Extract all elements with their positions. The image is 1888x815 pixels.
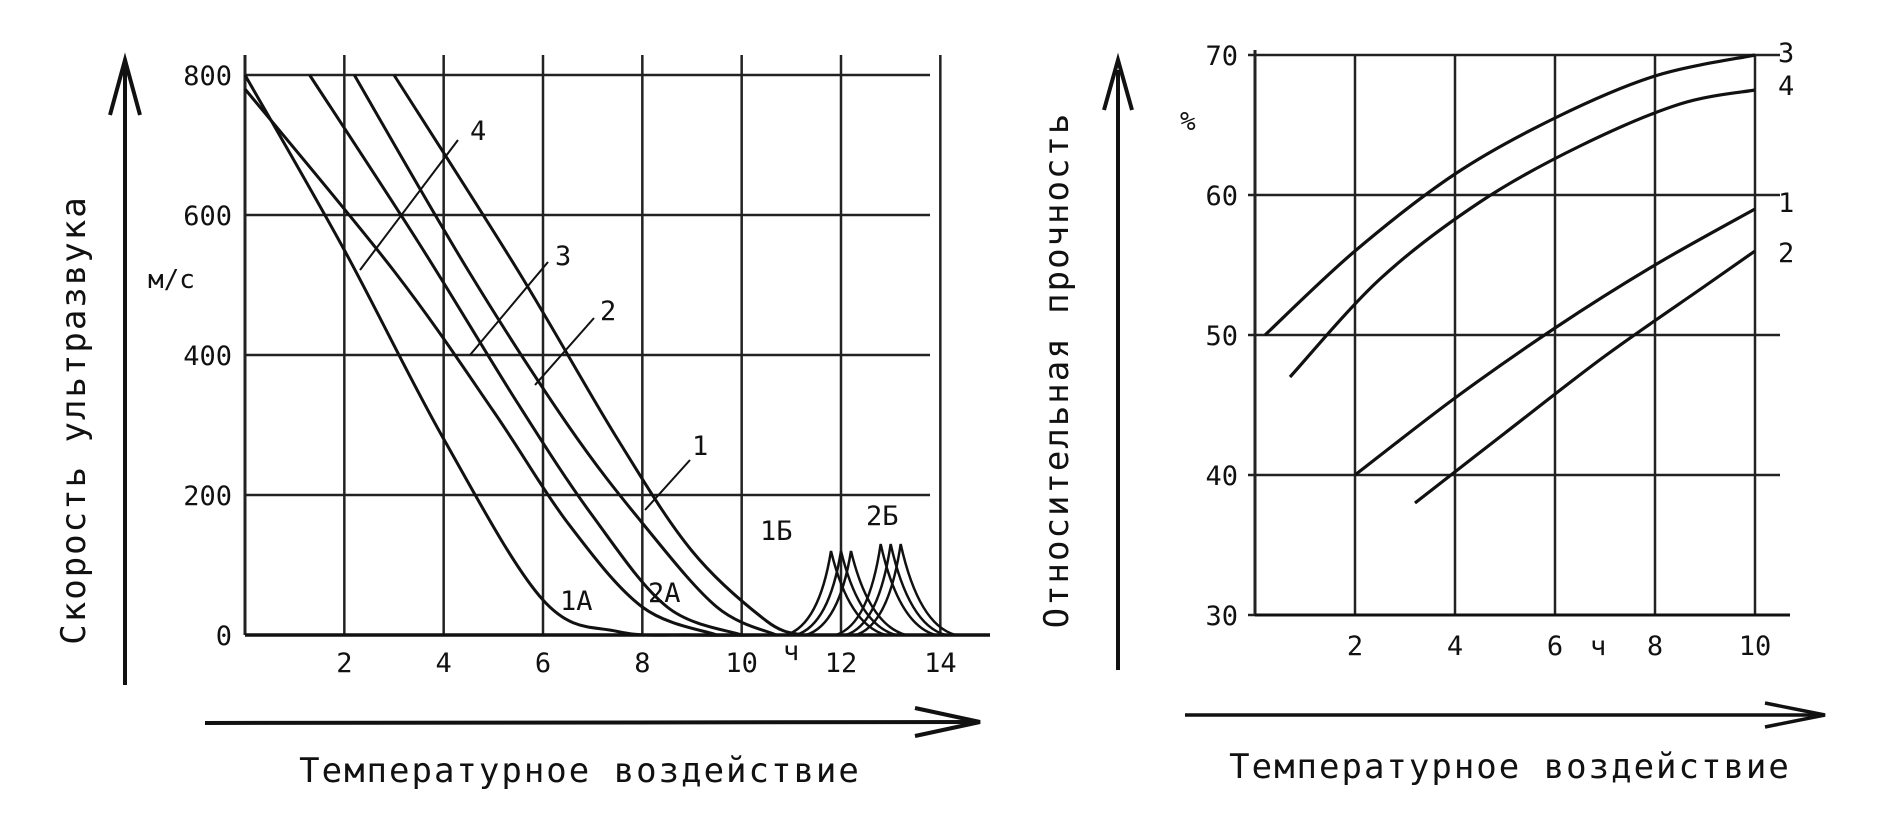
left-y-tick-label: 400 (183, 341, 232, 372)
right-curves (1263, 53, 1756, 505)
left-series-line (353, 74, 778, 637)
right-x-axis-arrow (1185, 701, 1826, 729)
right-y-tick-label: 30 (1205, 601, 1238, 632)
left-series-line (243, 74, 767, 637)
left-annotation-label: 2А (648, 578, 681, 609)
left-x-tick-label: 6 (535, 648, 551, 679)
right-x-tick-label: 2 (1347, 631, 1363, 662)
right-curve-labels: 34 1 2 (1778, 38, 1794, 269)
right-y-tick-label: 70 (1205, 41, 1238, 72)
left-series-label: 4 (470, 116, 486, 147)
left-x-tick-label: 12 (825, 648, 858, 679)
left-peak-curve (785, 550, 887, 637)
left-peak-curve (845, 543, 947, 637)
left-y-axis-arrow (108, 52, 142, 685)
left-series-line (392, 74, 802, 637)
right-series-label: 3 (1778, 38, 1794, 69)
right-x-unit: ч (1590, 631, 1606, 662)
left-series-line (308, 74, 743, 637)
left-y-tick-label: 200 (183, 481, 232, 512)
left-x-tick-label: 10 (725, 648, 758, 679)
left-curves (243, 74, 957, 637)
right-grid (1248, 50, 1790, 617)
right-series-line (1414, 249, 1756, 505)
left-y-tick-label: 0 (216, 621, 232, 652)
right-series-line (1263, 53, 1756, 337)
left-label-leader (469, 261, 549, 356)
left-peak-curve (805, 550, 907, 637)
right-x-axis-title: Температурное воздействие (1229, 747, 1791, 787)
right-y-unit: % (1180, 107, 1196, 137)
left-peak-curve (795, 550, 897, 637)
left-x-tick-label: 4 (436, 648, 452, 679)
left-y-tick-label: 600 (183, 201, 232, 232)
left-annotation-label: 1Б (760, 516, 793, 547)
left-x-unit: ч (783, 636, 799, 667)
right-tick-labels: 2 4 6 8 10 30 40 50 60 70 (1205, 41, 1771, 662)
left-label-leader (359, 139, 459, 271)
right-series-label: 1 (1778, 188, 1794, 219)
left-x-tick-label: 8 (634, 648, 650, 679)
left-label-leader (644, 459, 691, 511)
left-y-tick-label: 800 (183, 61, 232, 92)
right-x-tick-label: 6 (1547, 631, 1563, 662)
right-x-tick-label: 4 (1447, 631, 1463, 662)
left-annotation-label: 1А (560, 586, 593, 617)
right-y-tick-label: 40 (1205, 461, 1238, 492)
left-series-line (243, 88, 718, 637)
left-x-axis-arrow (204, 706, 981, 738)
left-series-label: 3 (555, 241, 571, 272)
right-series-line (1288, 88, 1756, 379)
right-series-label: 4 (1778, 71, 1794, 102)
right-x-tick-label: 8 (1647, 631, 1663, 662)
left-y-unit: м/с (148, 265, 195, 295)
left-series-label: 2 (600, 296, 616, 327)
right-series-line (1354, 207, 1756, 477)
left-peak-curve (835, 543, 937, 637)
right-y-axis-arrow (1102, 52, 1134, 670)
right-x-tick-label: 10 (1739, 631, 1772, 662)
right-y-tick-label: 50 (1205, 321, 1238, 352)
left-x-axis-title: Температурное воздействие (299, 751, 861, 791)
left-grid (243, 55, 990, 637)
right-y-tick-label: 60 (1205, 181, 1238, 212)
right-y-axis-title: Относительная прочность (1037, 112, 1077, 629)
left-curve-labels: 4 32 1 1А 2А 1Б 2Б (359, 116, 899, 617)
left-x-tick-label: 14 (924, 648, 957, 679)
left-peak-curve (855, 543, 957, 637)
left-y-axis-title: Скорость ультразвука (54, 195, 94, 644)
left-x-tick-label: 2 (336, 648, 352, 679)
left-annotation-label: 2Б (866, 501, 899, 532)
right-series-label: 2 (1778, 238, 1794, 269)
left-series-label: 1 (692, 431, 708, 462)
left-label-leader (534, 317, 595, 386)
